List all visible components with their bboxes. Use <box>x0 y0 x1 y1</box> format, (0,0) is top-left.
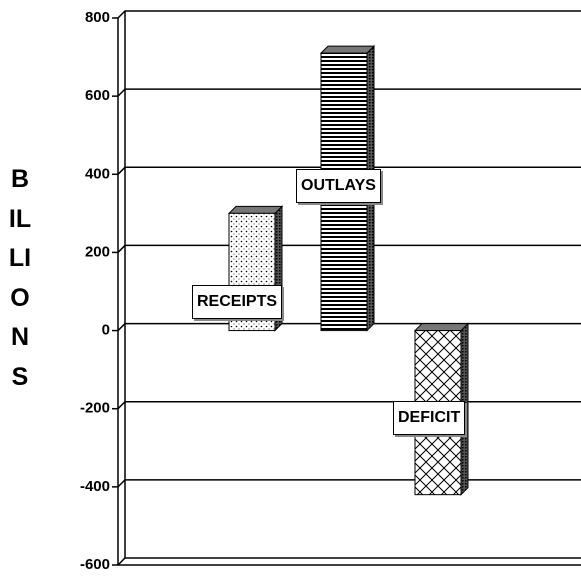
grid-line <box>117 479 581 488</box>
category-label: OUTLAYS <box>296 169 381 204</box>
grid-line <box>117 557 581 566</box>
y-tick-label: 600 <box>85 87 110 104</box>
category-label: RECEIPTS <box>192 284 283 319</box>
y-tick-label: 0 <box>102 322 110 339</box>
bar-top <box>319 45 376 54</box>
category-label: DEFICIT <box>393 400 466 435</box>
bar-top <box>413 323 470 332</box>
y-tick-label: -400 <box>80 478 110 495</box>
y-tick-label: 800 <box>85 9 110 26</box>
y-tick-label: 400 <box>85 165 110 182</box>
grid-line <box>117 400 581 410</box>
bar-top <box>227 205 284 214</box>
y-tick-label: -600 <box>80 556 110 573</box>
grid-line <box>117 10 581 19</box>
y-tick-label: 200 <box>85 243 110 260</box>
y-tick-label: -200 <box>80 400 110 417</box>
y-axis-label: BILLIONS <box>8 165 32 391</box>
